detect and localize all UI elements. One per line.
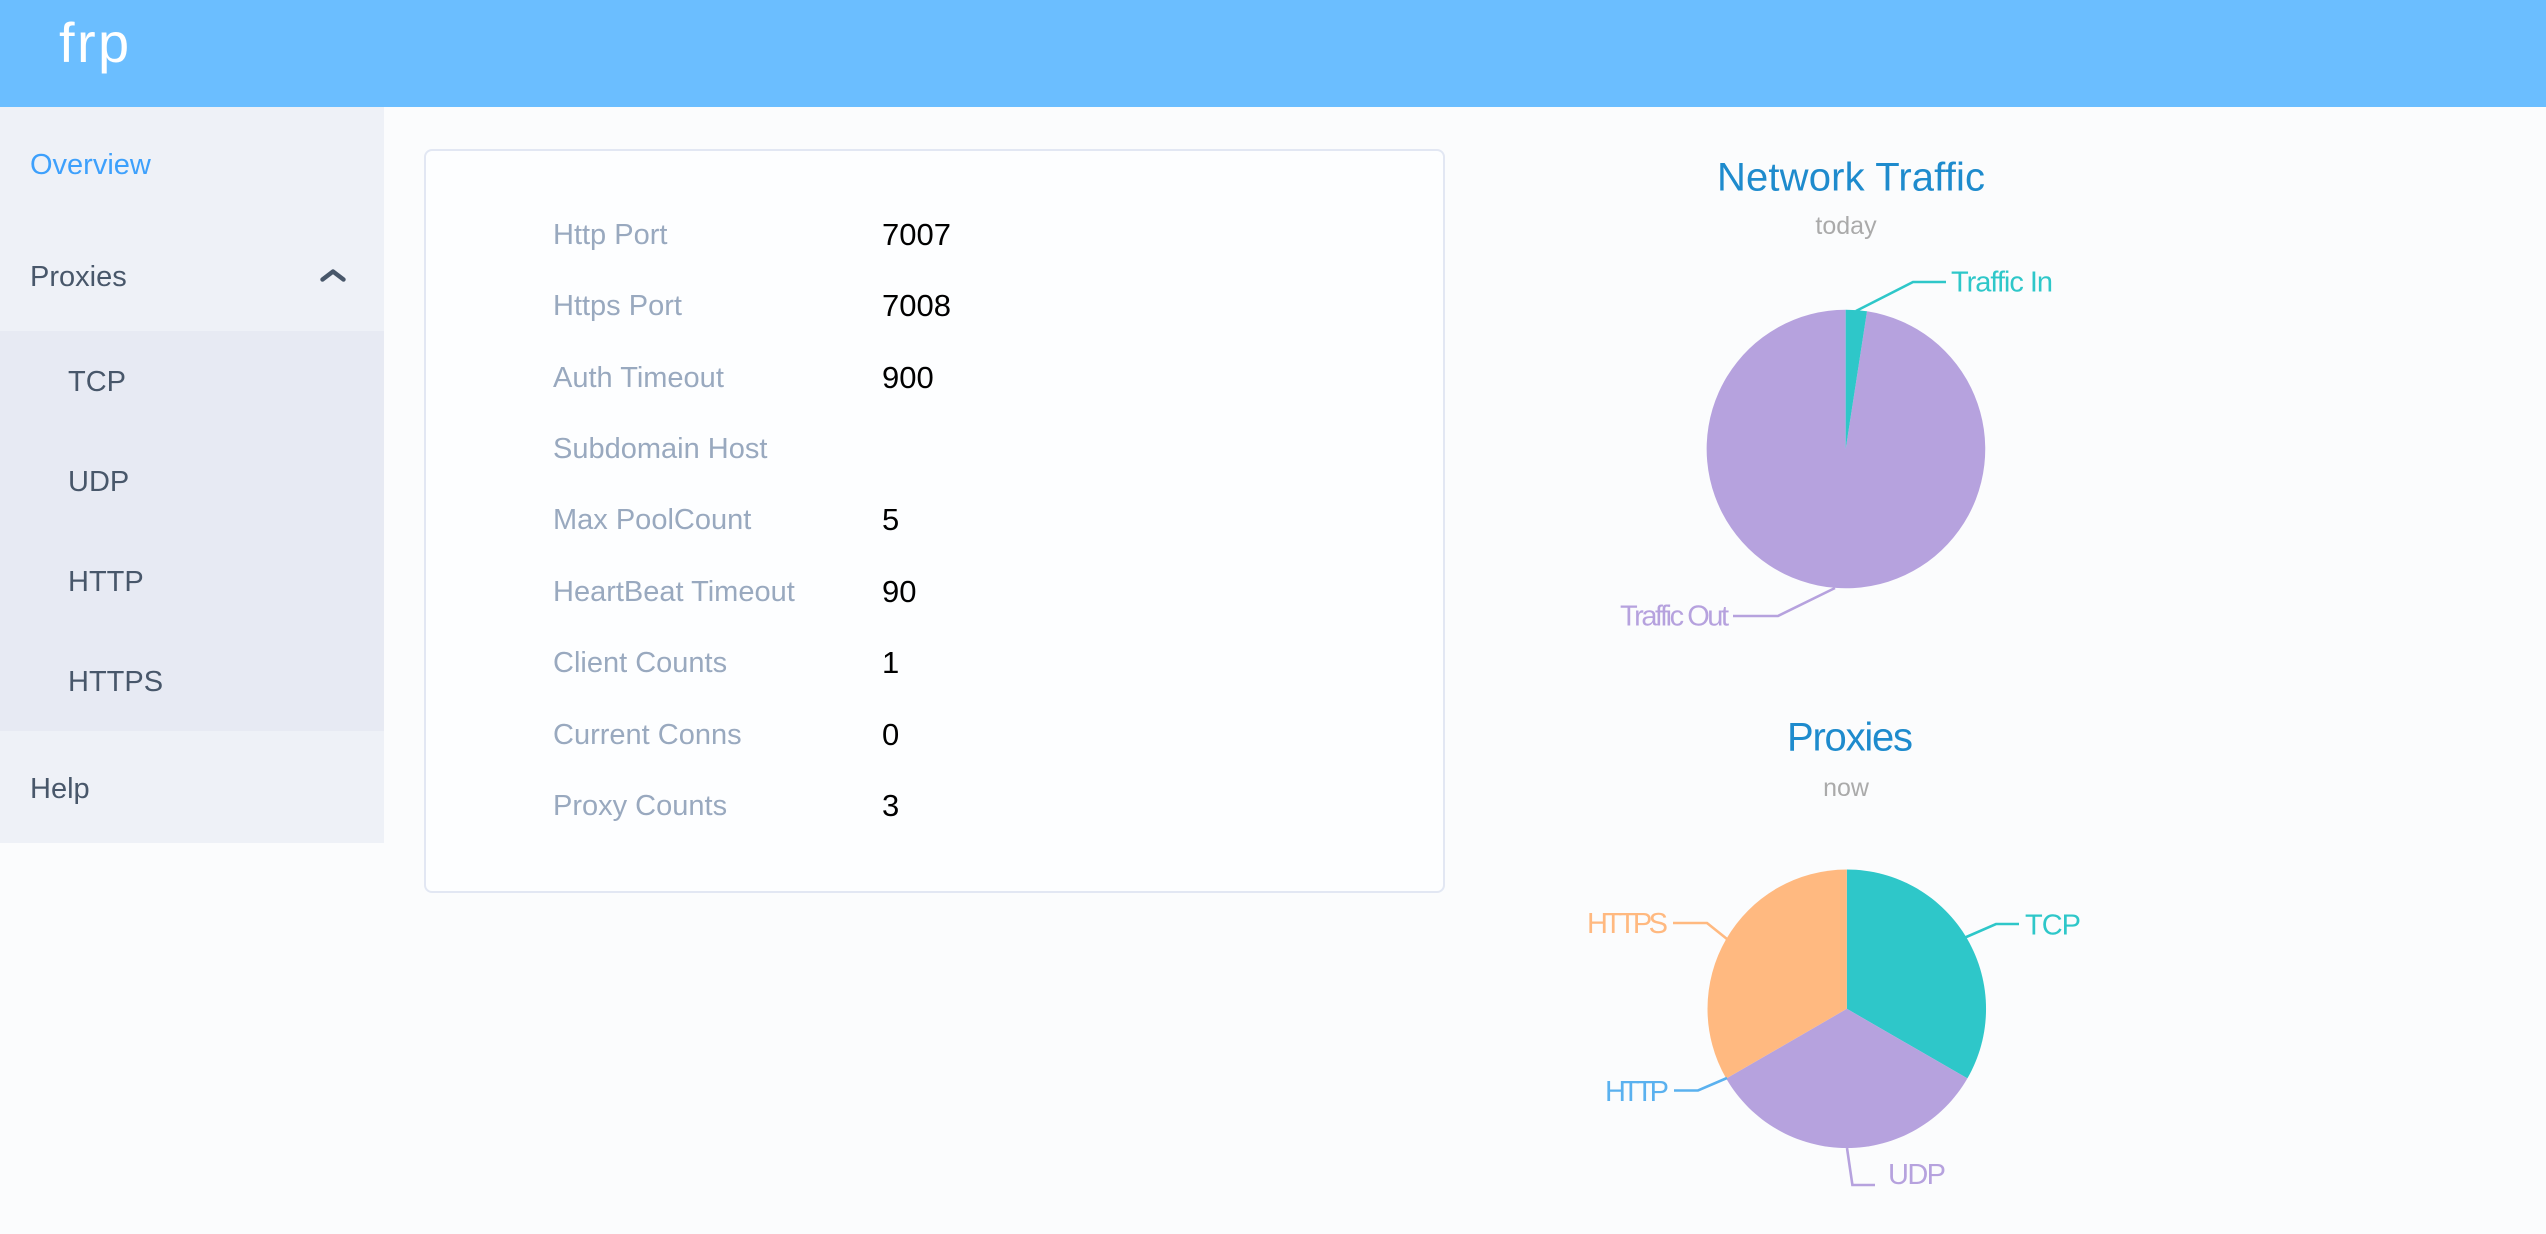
svg-text:TCP: TCP — [2025, 910, 2081, 942]
svg-text:Network Traffic: Network Traffic — [1717, 156, 1985, 200]
svg-text:UDP: UDP — [1888, 1159, 1946, 1191]
svg-text:Traffic In: Traffic In — [1951, 267, 2053, 299]
svg-text:Proxies: Proxies — [1787, 716, 1913, 760]
svg-text:HTTPS: HTTPS — [1587, 908, 1668, 940]
svg-text:now: now — [1823, 774, 1870, 802]
svg-text:today: today — [1815, 212, 1877, 240]
svg-text:HTTP: HTTP — [1605, 1076, 1669, 1108]
svg-text:Traffic Out: Traffic Out — [1620, 601, 1729, 633]
